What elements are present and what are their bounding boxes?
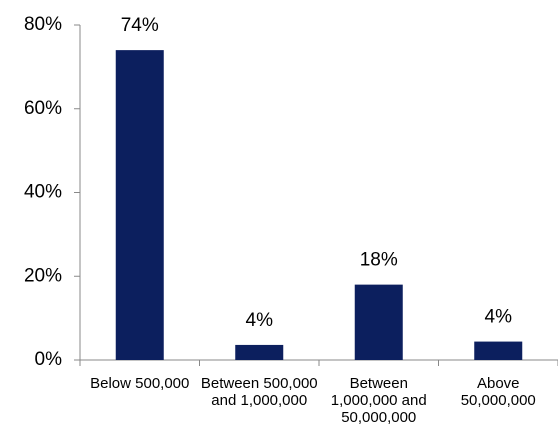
x-tick-label: Above 50,000,000 bbox=[460, 375, 536, 409]
y-tick-label: 40% bbox=[24, 182, 62, 203]
value-label: 4% bbox=[485, 307, 513, 328]
value-label: 74% bbox=[121, 15, 159, 36]
y-tick-label: 60% bbox=[24, 98, 62, 119]
y-tick-label: 80% bbox=[24, 14, 62, 35]
bar bbox=[474, 341, 523, 360]
y-tick-label: 0% bbox=[35, 349, 63, 370]
bar bbox=[115, 50, 164, 360]
y-tick-label: 20% bbox=[24, 265, 62, 286]
value-label: 4% bbox=[246, 310, 274, 331]
bar bbox=[354, 284, 403, 360]
value-label: 18% bbox=[360, 250, 398, 271]
bar bbox=[235, 344, 284, 360]
x-tick-label: Below 500,000 bbox=[90, 375, 190, 392]
x-tick-label: Between 1,000,000 and 50,000,000 bbox=[330, 375, 427, 426]
x-tick-label: Between 500,000 and 1,000,000 bbox=[200, 375, 318, 409]
